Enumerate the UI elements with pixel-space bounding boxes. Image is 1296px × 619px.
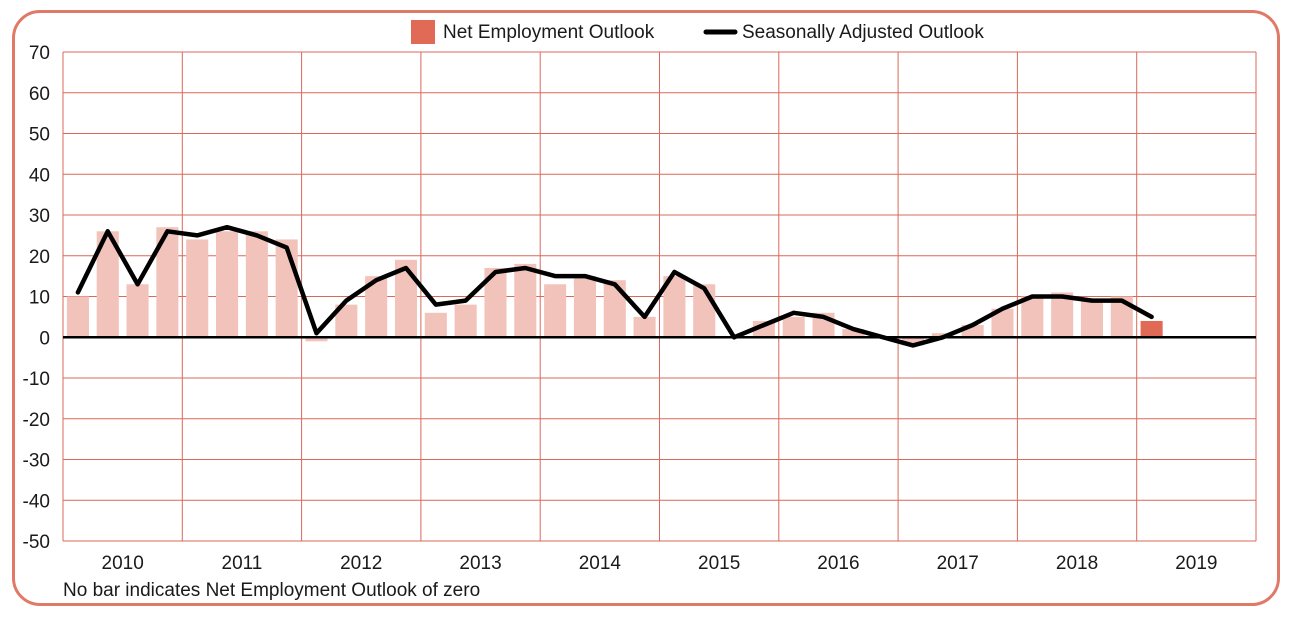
x-tick-label: 2014 (579, 553, 622, 574)
y-tick-label: -20 (23, 410, 50, 431)
seasonally-adjusted-line (75, 224, 1154, 348)
bar-net-employment-outlook (66, 296, 89, 338)
y-tick-label: 40 (29, 165, 50, 186)
x-tick-label: 2010 (102, 553, 144, 574)
bar-net-employment-outlook (842, 329, 865, 338)
legend-label-net-employment-outlook: Net Employment Outlook (443, 22, 655, 43)
legend-swatch-net-employment-outlook (411, 20, 435, 44)
y-tick-label: 50 (29, 125, 50, 146)
x-axis: 2010 2011 2012 2013 2014 2015 2016 2017 2018 2019 (102, 553, 1218, 574)
y-tick-label: -30 (23, 451, 50, 472)
bar-net-employment-outlook (1110, 296, 1133, 338)
bar-net-employment-outlook (901, 337, 925, 346)
legend-label-seasonally-adjusted-outlook: Seasonally Adjusted Outlook (742, 22, 984, 43)
bar-net-employment-outlook (305, 337, 328, 342)
bar-net-employment-outlook (991, 308, 1014, 338)
x-tick-label: 2017 (937, 553, 979, 574)
bar-net-employment-outlook (1021, 296, 1044, 338)
y-tick-label: -10 (23, 369, 50, 390)
chart-note: No bar indicates Net Employment Outlook … (63, 580, 480, 601)
bar-net-employment-outlook (454, 304, 477, 338)
bar-net-employment-outlook (1051, 292, 1074, 338)
bar-net-employment-outlook (633, 316, 656, 338)
bar-net-employment-outlook (216, 231, 239, 338)
y-tick-label: 0 (39, 328, 50, 349)
y-tick-label: -50 (23, 532, 50, 553)
x-tick-label: 2013 (459, 553, 501, 574)
line-seasonally-adjusted-outlook (75, 224, 1154, 348)
bar-net-employment-outlook (394, 259, 418, 338)
x-tick-label: 2011 (222, 553, 263, 574)
bar-net-employment-outlook (424, 312, 447, 338)
bar-net-employment-outlook (603, 280, 626, 338)
bar-net-employment-outlook (573, 276, 596, 338)
bar-net-employment-outlook (335, 304, 358, 338)
legend: Net Employment Outlook Seasonally Adjust… (411, 20, 984, 44)
chart-frame (12, 10, 1280, 606)
x-tick-label: 2019 (1175, 553, 1217, 574)
bar-net-employment-outlook (544, 284, 567, 338)
y-tick-label: 60 (29, 84, 50, 105)
x-tick-label: 2012 (340, 553, 382, 574)
y-tick-label: 30 (29, 206, 50, 227)
y-tick-label: 70 (29, 43, 50, 64)
bar-net-employment-outlook (663, 276, 686, 338)
bar-net-employment-outlook (96, 231, 119, 338)
y-axis: 70 60 50 40 30 20 10 0 -10 -20 -30 -40 -50 (23, 43, 50, 553)
x-tick-label: 2018 (1056, 553, 1098, 574)
y-tick-label: 10 (29, 288, 50, 309)
x-tick-label: 2016 (817, 553, 859, 574)
bar-net-employment-outlook (1140, 320, 1163, 338)
y-tick-label: -40 (23, 491, 50, 512)
y-tick-label: 20 (29, 247, 50, 268)
bar-net-employment-outlook (782, 316, 805, 338)
bar-net-employment-outlook (186, 239, 209, 338)
bar-net-employment-outlook (365, 276, 388, 338)
bar-net-employment-outlook (1080, 300, 1103, 338)
bar-net-employment-outlook (126, 284, 149, 338)
bar-net-employment-outlook (156, 227, 179, 338)
bar-net-employment-outlook (245, 231, 268, 338)
bar-net-employment-outlook (484, 267, 507, 338)
grid (62, 51, 1257, 542)
x-tick-label: 2015 (698, 553, 740, 574)
bar-net-employment-outlook (514, 263, 537, 338)
